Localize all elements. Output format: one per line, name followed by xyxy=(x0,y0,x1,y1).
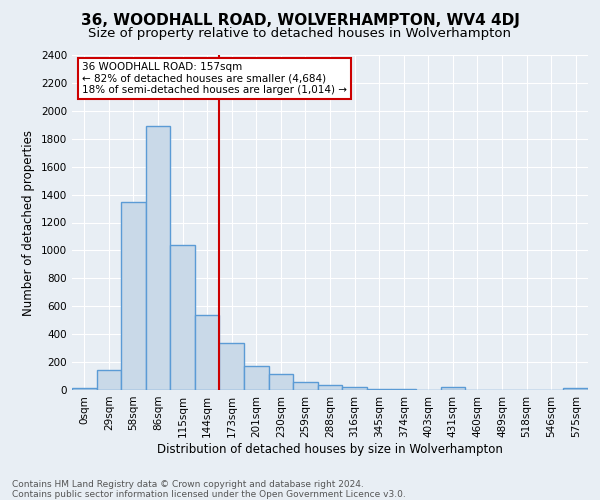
Bar xyxy=(367,388,391,390)
Bar xyxy=(121,202,146,390)
Bar xyxy=(170,245,195,390)
Bar xyxy=(220,343,244,390)
Y-axis label: Number of detached properties: Number of detached properties xyxy=(22,130,35,316)
Bar xyxy=(97,370,121,390)
Bar xyxy=(318,385,342,390)
Bar xyxy=(563,388,588,390)
X-axis label: Distribution of detached houses by size in Wolverhampton: Distribution of detached houses by size … xyxy=(157,442,503,456)
Text: Size of property relative to detached houses in Wolverhampton: Size of property relative to detached ho… xyxy=(89,28,511,40)
Bar xyxy=(146,126,170,390)
Bar xyxy=(72,388,97,390)
Text: Contains HM Land Registry data © Crown copyright and database right 2024.
Contai: Contains HM Land Registry data © Crown c… xyxy=(12,480,406,499)
Bar xyxy=(293,382,318,390)
Bar xyxy=(269,374,293,390)
Bar xyxy=(342,387,367,390)
Text: 36, WOODHALL ROAD, WOLVERHAMPTON, WV4 4DJ: 36, WOODHALL ROAD, WOLVERHAMPTON, WV4 4D… xyxy=(80,12,520,28)
Bar xyxy=(195,314,220,390)
Bar xyxy=(440,387,465,390)
Text: 36 WOODHALL ROAD: 157sqm
← 82% of detached houses are smaller (4,684)
18% of sem: 36 WOODHALL ROAD: 157sqm ← 82% of detach… xyxy=(82,62,347,95)
Bar xyxy=(244,366,269,390)
